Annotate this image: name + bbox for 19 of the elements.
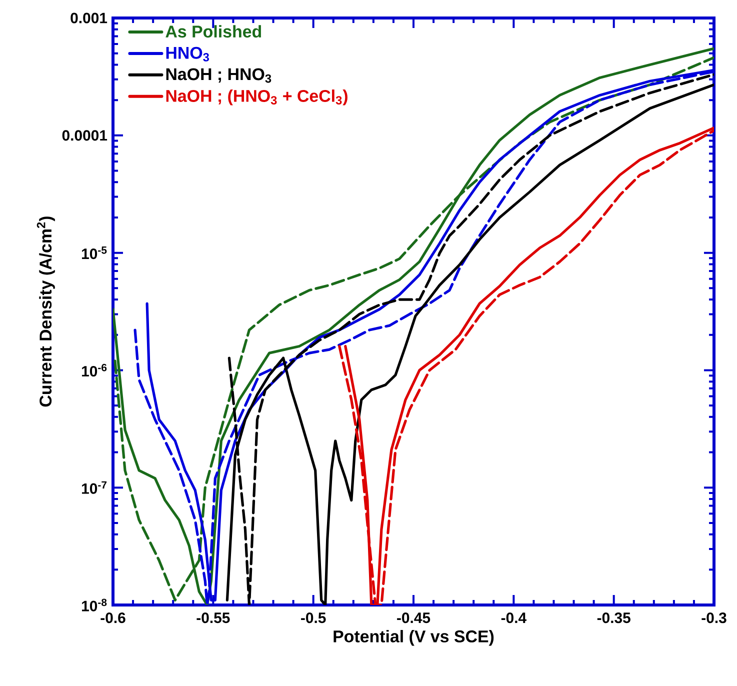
x-tick-label: -0.35	[597, 612, 630, 624]
legend-label: NaOH ; (HNO$_{3}$ + CeCl$_{3}$)	[166, 90, 348, 106]
legend-label: HNO$_{3}$	[166, 46, 210, 62]
y-tick-label: 10$^{-5}$	[82, 246, 107, 260]
legend-label: NaOH ; HNO$_{3}$	[166, 68, 272, 83]
y-axis-title: Current Density (A/cm$^{2}$)	[36, 216, 55, 407]
x-tick-label: -0.3	[702, 612, 726, 624]
y-tick-label: 10$^{-8}$	[82, 598, 107, 612]
legend-label: As Polished	[166, 25, 262, 38]
y-tick-label: 10$^{-6}$	[82, 364, 107, 377]
x-tick-label: -0.6	[100, 612, 126, 624]
x-tick-label: -0.4	[501, 612, 526, 624]
y-tick-label: 0.001	[70, 12, 108, 24]
x-tick-label: -0.45	[397, 612, 430, 624]
x-axis-title: Potential (V vs SCE)	[334, 630, 494, 646]
x-tick-label: -0.55	[196, 612, 230, 624]
y-tick-label: 10$^{-7}$	[82, 481, 107, 494]
x-tick-label: -0.5	[301, 612, 326, 624]
y-tick-label: 0.0001	[62, 130, 108, 141]
